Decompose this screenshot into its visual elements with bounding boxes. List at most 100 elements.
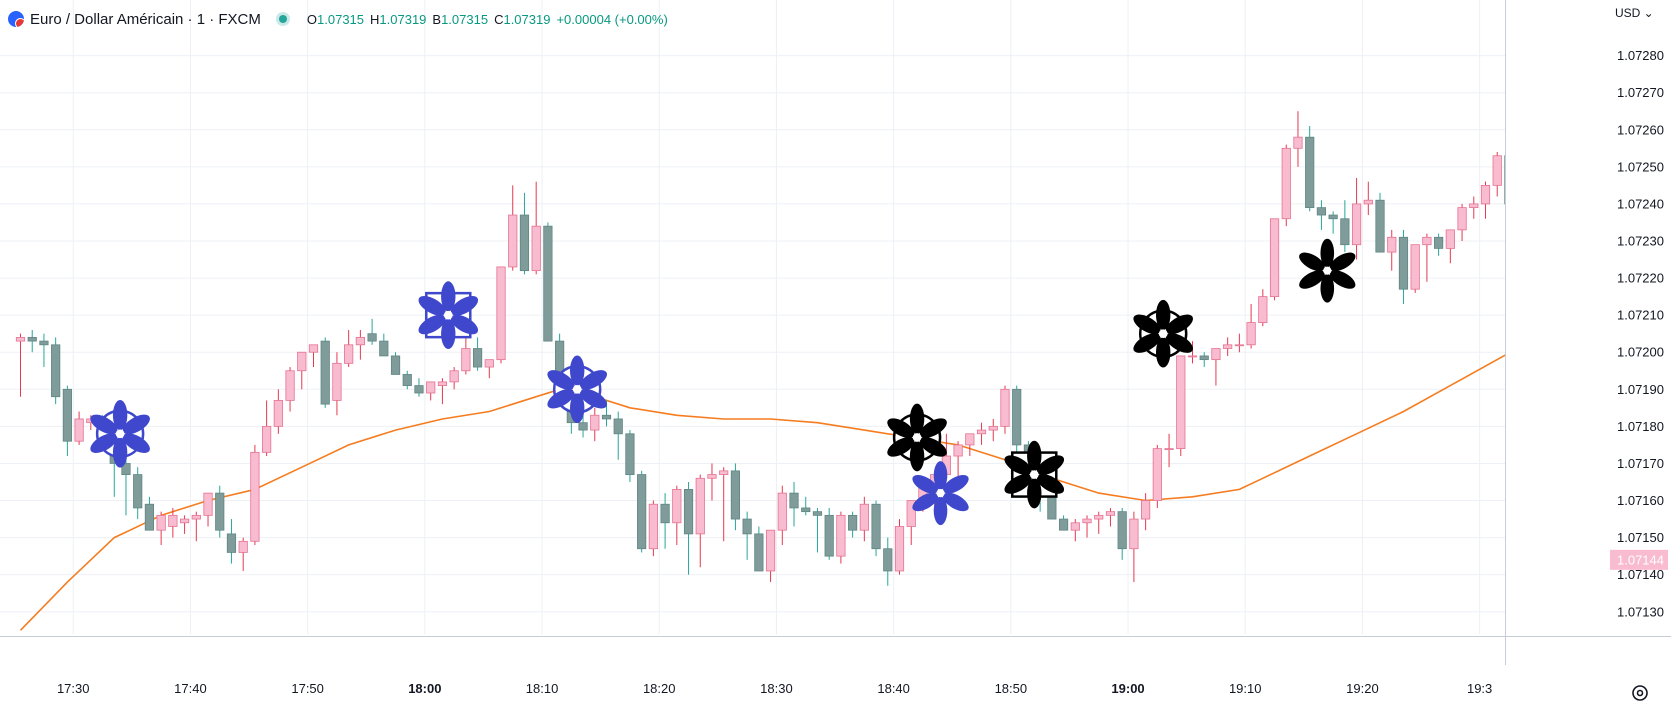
candle[interactable] — [238, 537, 248, 571]
candle[interactable] — [250, 444, 260, 546]
candle[interactable] — [719, 467, 729, 542]
candle[interactable] — [590, 407, 600, 442]
candle[interactable] — [777, 485, 787, 546]
candle[interactable] — [1117, 507, 1127, 560]
candle[interactable] — [953, 441, 963, 482]
candle[interactable] — [1176, 355, 1186, 457]
candle[interactable] — [449, 367, 459, 390]
candle[interactable] — [625, 430, 635, 482]
candle[interactable] — [1469, 196, 1479, 219]
wheel-marker-plain-blue[interactable] — [909, 461, 971, 526]
candle[interactable] — [1152, 444, 1162, 508]
candle[interactable] — [1187, 341, 1198, 364]
candle[interactable] — [1445, 229, 1455, 264]
candle[interactable] — [1363, 181, 1373, 216]
candle[interactable] — [1164, 433, 1174, 468]
candle[interactable] — [1058, 515, 1069, 531]
candle[interactable] — [1410, 244, 1420, 293]
candle[interactable] — [344, 329, 354, 368]
candle[interactable] — [508, 185, 518, 271]
candle[interactable] — [894, 519, 905, 575]
candle[interactable] — [883, 537, 893, 586]
candle[interactable] — [426, 381, 436, 401]
candle[interactable] — [1082, 515, 1092, 538]
wheel-marker-circle-black-2[interactable] — [1130, 299, 1196, 368]
candle[interactable] — [1199, 352, 1209, 368]
candle[interactable] — [496, 266, 506, 364]
candle[interactable] — [871, 500, 881, 557]
candle[interactable] — [121, 456, 131, 516]
candle[interactable] — [519, 192, 530, 275]
candle[interactable] — [637, 470, 647, 553]
candle[interactable] — [367, 318, 377, 345]
symbol-title[interactable]: Euro / Dollar Américain · 1 · FXCM — [30, 10, 261, 28]
candle[interactable] — [285, 367, 295, 412]
candle[interactable] — [1398, 229, 1409, 305]
candle[interactable] — [1293, 111, 1303, 167]
candle[interactable] — [51, 337, 61, 405]
wheel-marker-circle-black[interactable] — [884, 403, 950, 472]
candle[interactable] — [695, 474, 705, 568]
candle[interactable] — [332, 352, 342, 416]
candle[interactable] — [1141, 493, 1151, 531]
candle[interactable] — [402, 370, 412, 390]
candle[interactable] — [754, 526, 764, 572]
wheel-marker-square-black[interactable] — [1001, 440, 1067, 509]
candle[interactable] — [156, 511, 166, 546]
candle[interactable] — [1492, 152, 1502, 197]
candle[interactable] — [379, 333, 389, 357]
candle[interactable] — [74, 411, 84, 445]
candle[interactable] — [531, 181, 541, 275]
candle[interactable] — [390, 352, 401, 375]
candle[interactable] — [1258, 289, 1268, 327]
candle[interactable] — [1340, 200, 1350, 253]
candle[interactable] — [1328, 211, 1338, 234]
candle[interactable] — [613, 411, 623, 460]
candle[interactable] — [1246, 304, 1256, 349]
candle[interactable] — [1375, 192, 1385, 253]
candle[interactable] — [1305, 126, 1315, 212]
candle[interactable] — [1223, 337, 1233, 356]
candle[interactable] — [1012, 385, 1022, 453]
wheel-marker-plain-black[interactable] — [1296, 238, 1358, 303]
candle[interactable] — [730, 463, 741, 531]
settings-gear-icon[interactable] — [1630, 683, 1650, 703]
candle[interactable] — [765, 529, 776, 583]
candle[interactable] — [1387, 229, 1397, 271]
candle[interactable] — [1281, 144, 1291, 227]
candle[interactable] — [812, 507, 823, 553]
candle[interactable] — [226, 519, 237, 564]
candle[interactable] — [742, 511, 752, 560]
candle[interactable] — [39, 333, 49, 368]
candle[interactable] — [215, 485, 225, 538]
candle[interactable] — [320, 337, 330, 408]
candle[interactable] — [144, 496, 155, 531]
candle[interactable] — [801, 496, 811, 516]
candle[interactable] — [707, 463, 717, 501]
candle[interactable] — [1351, 177, 1362, 260]
candle[interactable] — [543, 222, 553, 342]
candle[interactable] — [308, 344, 319, 368]
candle[interactable] — [906, 500, 916, 546]
candle[interactable] — [437, 378, 448, 405]
candle[interactable] — [683, 481, 694, 575]
candle[interactable] — [191, 511, 201, 542]
candle[interactable] — [62, 385, 72, 457]
candle[interactable] — [836, 511, 846, 564]
candle[interactable] — [297, 351, 307, 390]
wheel-marker-circle-blue-2[interactable] — [544, 355, 610, 424]
candle[interactable] — [414, 378, 424, 397]
candle[interactable] — [1480, 181, 1491, 219]
candle[interactable] — [976, 422, 987, 445]
wheel-marker-square-blue[interactable] — [415, 281, 481, 349]
candle[interactable] — [1094, 511, 1104, 534]
candle[interactable] — [672, 485, 682, 546]
candle[interactable] — [988, 418, 998, 442]
candle[interactable] — [648, 500, 658, 557]
candle[interactable] — [355, 329, 365, 360]
candle[interactable] — [15, 333, 26, 397]
candle[interactable] — [262, 400, 272, 457]
candle[interactable] — [965, 433, 975, 457]
candle[interactable] — [273, 389, 283, 434]
